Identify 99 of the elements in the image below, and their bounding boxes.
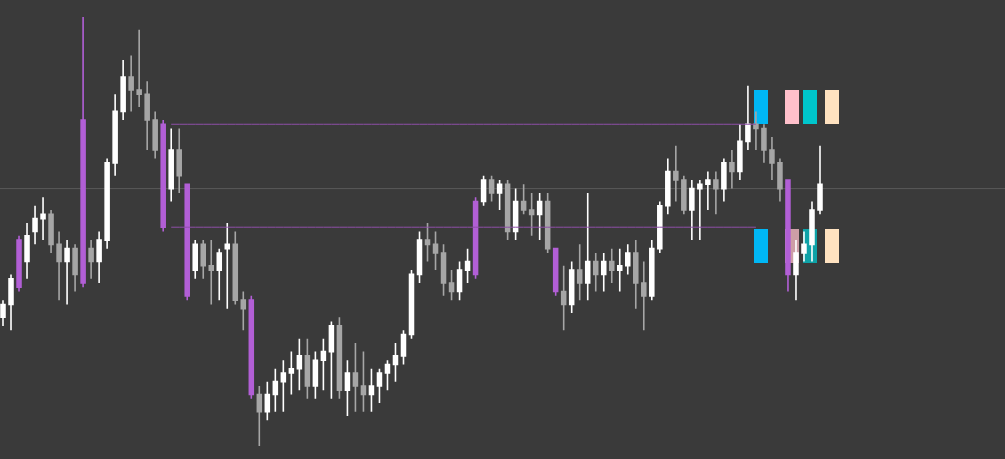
- candlestick: [32, 204, 38, 246]
- candlestick: [713, 170, 719, 216]
- candlestick: [152, 110, 158, 160]
- candlestick: [232, 230, 239, 306]
- candlestick: [160, 119, 166, 233]
- candlestick: [296, 337, 303, 392]
- candlestick: [176, 127, 182, 194]
- candlestick: [24, 222, 30, 280]
- candlestick: [120, 59, 126, 121]
- candlestick: [216, 247, 223, 301]
- candlestick: [608, 247, 615, 284]
- candlestick: [224, 222, 231, 310]
- candlestick: [793, 239, 799, 301]
- candlestick: [0, 299, 6, 327]
- candlestick: [104, 157, 110, 250]
- candlestick: [40, 196, 46, 241]
- candlestick: [801, 230, 807, 263]
- candlestick: [697, 179, 703, 241]
- candlestick: [344, 359, 351, 417]
- candlestick: [312, 350, 319, 400]
- candlestick: [88, 239, 94, 280]
- candlestick: [520, 183, 527, 216]
- candlestick: [16, 234, 22, 293]
- candlestick: [376, 367, 383, 404]
- candlestick: [673, 144, 679, 203]
- candlestick: [200, 239, 207, 280]
- candlestick: [128, 54, 134, 113]
- candlestick: [625, 243, 631, 276]
- candlestick: [320, 337, 327, 392]
- candlestick: [496, 179, 503, 211]
- candlestick: [681, 174, 687, 216]
- candlestick: [96, 230, 102, 284]
- candlestick: [8, 273, 14, 331]
- candlestick: [657, 200, 663, 254]
- candlestick: [777, 157, 783, 203]
- candlestick: [576, 243, 583, 301]
- candlestick: [568, 260, 575, 314]
- candlestick: [689, 179, 695, 241]
- candlestick: [817, 144, 823, 216]
- candlestick: [528, 192, 535, 237]
- candlestick: [72, 243, 78, 293]
- candlestick: [336, 316, 343, 400]
- candlestick: [168, 127, 174, 203]
- candlestick: [584, 192, 591, 301]
- candlestick: [144, 80, 150, 151]
- candlestick: [64, 239, 70, 306]
- candlestick: [352, 342, 359, 413]
- candlestick: [633, 239, 639, 310]
- candlestick: [328, 320, 335, 400]
- candlestick: [136, 29, 142, 108]
- candlestick: [184, 183, 190, 301]
- candlestick: [256, 385, 263, 447]
- candlestick: [400, 329, 407, 366]
- candlestick: [272, 367, 279, 413]
- candlestick: [809, 200, 815, 263]
- candlestick: [480, 174, 487, 207]
- candlestick: [440, 243, 447, 297]
- candlestick: [488, 174, 495, 203]
- candlestick: [304, 337, 311, 400]
- candlestick: [416, 230, 423, 284]
- candlestick: [753, 110, 759, 151]
- candlestick: [665, 157, 671, 216]
- candlestick: [264, 380, 271, 422]
- candlestick: [424, 222, 431, 263]
- candlestick: [368, 367, 375, 413]
- candlestick: [248, 295, 255, 400]
- candlestick: [649, 239, 655, 301]
- candlestick: [192, 239, 198, 280]
- candlestick: [432, 230, 439, 271]
- candlestick: [448, 269, 455, 301]
- candlestick: [761, 123, 767, 164]
- candlestick: [560, 265, 567, 331]
- candlestick: [280, 359, 287, 413]
- candlestick: [288, 350, 295, 396]
- candlestick: [592, 252, 599, 293]
- candlestick: [616, 247, 623, 293]
- candlestick: [552, 247, 559, 297]
- candlestick: [785, 179, 791, 293]
- candlestick: [384, 359, 391, 392]
- candlestick: [641, 260, 647, 331]
- candlestick: [48, 209, 54, 254]
- candlestick: [208, 239, 215, 306]
- candlestick: [80, 16, 86, 289]
- candlestick: [112, 93, 118, 177]
- candlestick: [536, 192, 543, 241]
- candlestick: [456, 260, 463, 301]
- candlestick: [705, 170, 711, 211]
- candlestick: [360, 350, 367, 413]
- candlestick: [737, 123, 743, 181]
- candlestick: [721, 157, 727, 203]
- candlestick: [392, 342, 399, 383]
- candlestick: [464, 247, 471, 284]
- candlestick: [408, 269, 415, 340]
- candlestick: [745, 84, 751, 151]
- candlestick: [56, 230, 62, 301]
- candlestick: [600, 252, 607, 293]
- candlestick: [769, 136, 775, 181]
- candlestick: [729, 149, 735, 190]
- candlestick: [240, 290, 247, 331]
